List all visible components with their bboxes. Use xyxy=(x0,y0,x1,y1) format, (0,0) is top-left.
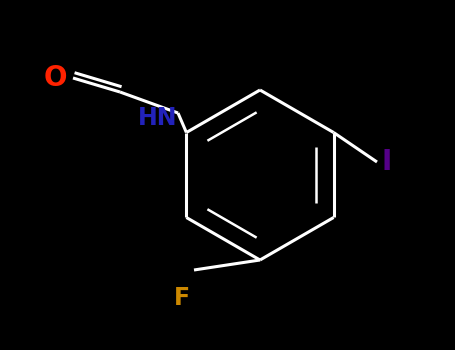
Text: O: O xyxy=(43,64,67,92)
Text: HN: HN xyxy=(138,106,177,130)
Text: F: F xyxy=(174,286,190,310)
Text: I: I xyxy=(382,148,392,176)
